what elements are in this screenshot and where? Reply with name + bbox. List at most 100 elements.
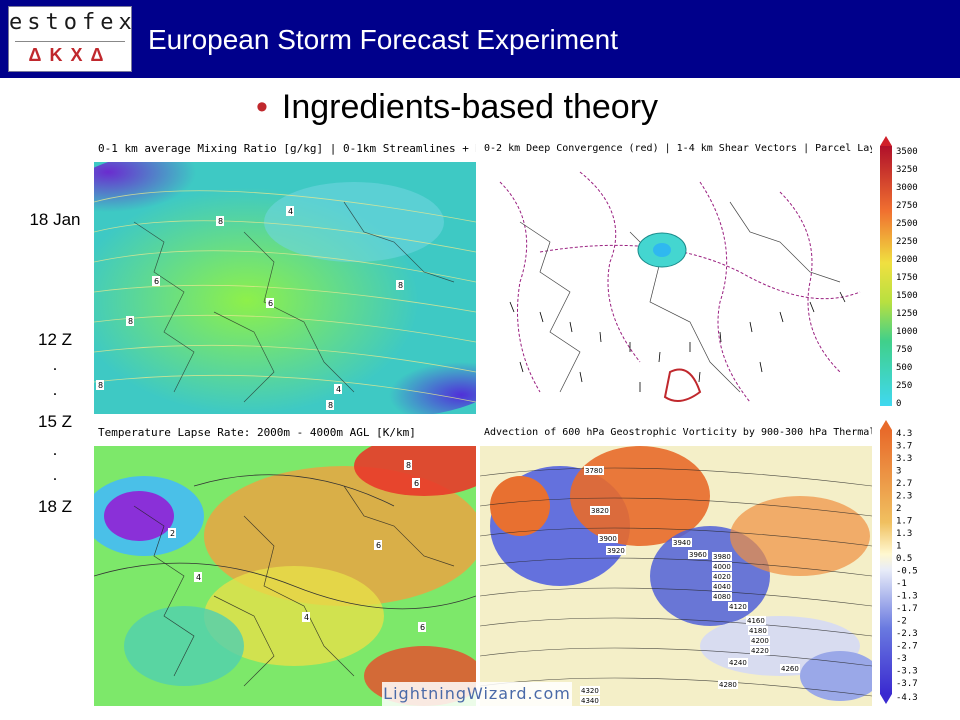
bullet-dot-icon: •	[256, 88, 268, 126]
colorbar-tick: 3250	[896, 165, 918, 175]
time-dot: .	[52, 465, 58, 484]
vorticity-map: 3780 3820 3900 3920 3940 3960 3980 4000 …	[480, 446, 872, 706]
time-label-18z: 18 Z	[37, 497, 73, 516]
map-label: 4	[304, 613, 309, 622]
colorbar-tick: 1	[896, 542, 901, 552]
colorbar-tick: -2	[896, 617, 907, 627]
colorbar-tick: 2.3	[896, 492, 912, 502]
colorbar-parcel-depth: 3500 3250 3000 2750 2500 2250 2000 1750 …	[880, 136, 918, 409]
contour-label: 3900	[599, 535, 617, 543]
colorbar-tick: 500	[896, 363, 912, 373]
map-label: 8	[98, 381, 103, 390]
colorbar-tick: 1250	[896, 309, 918, 319]
map-label: 6	[268, 299, 273, 308]
logo-glyphs: ΔΚΧΔ	[28, 45, 112, 65]
mixing-ratio-map: 4 6 8 6 8 8 4 8 8	[94, 162, 476, 414]
panel-deep-convergence: 0-2 km Deep Convergence (red) | 1-4 km S…	[480, 136, 872, 414]
map-label: 8	[218, 217, 223, 226]
contour-label: 4020	[713, 573, 731, 581]
colorbar-tick: 2.7	[896, 479, 912, 489]
colorbar-tick: 2	[896, 504, 901, 514]
header-bar: estofex ΔΚΧΔ European Storm Forecast Exp…	[0, 0, 960, 78]
colorbar-tick: 1.3	[896, 529, 912, 539]
header-title: European Storm Forecast Experiment	[148, 24, 618, 55]
time-label-12z: 12 Z	[37, 330, 73, 349]
contour-label: 4000	[713, 563, 731, 571]
contour-label: 4340	[581, 697, 599, 705]
colorbar-vorticity-advection: 4.3 3.7 3.3 3 2.7 2.3 2 1.7 1.3 1 0.5 -0…	[880, 420, 918, 704]
map-label: 6	[154, 277, 159, 286]
colorbar-tick: 2250	[896, 237, 918, 247]
colorbar-tick: -0.5	[896, 567, 918, 577]
contour-label: 4320	[581, 687, 599, 695]
colorbar-tick: 3.7	[896, 442, 912, 452]
colorbar-tick: -3.3	[896, 667, 918, 677]
colorbar-tick: -3	[896, 654, 907, 664]
colorbar-tick: 1500	[896, 291, 918, 301]
panel-title: Advection of 600 hPa Geostrophic Vortici…	[480, 420, 872, 446]
contour-label: 4220	[751, 647, 769, 655]
lapse-rate-map: 2 4 4 6 8 6 6	[94, 446, 476, 706]
time-dot: .	[52, 355, 58, 374]
map-label: 2	[170, 529, 175, 538]
colorbar-tick: -1.7	[896, 604, 918, 614]
contour-label: 4240	[729, 659, 747, 667]
panel-lapse-rate: Temperature Lapse Rate: 2000m - 4000m AG…	[94, 420, 476, 706]
contour-label: 4260	[781, 665, 799, 673]
contour-label: 3980	[713, 553, 731, 561]
contour-label: 4280	[719, 681, 737, 689]
lightningwizard-watermark: LightningWizard.com	[382, 682, 572, 706]
logo-word: estofex	[9, 10, 137, 35]
map-label: 4	[288, 207, 293, 216]
contour-label: 4200	[751, 637, 769, 645]
colorbar-tick: 1750	[896, 273, 918, 283]
colorbar-tick: 4.3	[896, 429, 912, 439]
panel-title: 0-2 km Deep Convergence (red) | 1-4 km S…	[480, 136, 872, 162]
map-label: 6	[420, 623, 425, 632]
colorbar-tick: 250	[896, 381, 912, 391]
panel-title: 0-1 km average Mixing Ratio [g/kg] | 0-1…	[94, 136, 476, 162]
colorbar-tick: 2750	[896, 201, 918, 211]
colorbar-tick: 1.7	[896, 517, 912, 527]
colorbar-tick: -2.7	[896, 642, 918, 652]
contour-label: 3940	[673, 539, 691, 547]
time-dot: .	[52, 380, 58, 399]
contour-label: 4120	[729, 603, 747, 611]
colorbar-tick: -4.3	[896, 693, 918, 703]
map-label: 8	[128, 317, 133, 326]
colorbar-tick: 2500	[896, 219, 918, 229]
map-label: 6	[376, 541, 381, 550]
map-label: 8	[398, 281, 403, 290]
slide-heading: • Ingredients-based theory	[256, 88, 658, 127]
time-label-15z: 15 Z	[37, 412, 73, 431]
map-label: 4	[336, 385, 341, 394]
time-dot: .	[52, 440, 58, 459]
contour-label: 3920	[607, 547, 625, 555]
date-label: 18 Jan	[29, 210, 81, 229]
panel-mixing-ratio: 0-1 km average Mixing Ratio [g/kg] | 0-1…	[94, 136, 476, 414]
contour-label: 3780	[585, 467, 603, 475]
contour-label: 4160	[747, 617, 765, 625]
estofex-logo: estofex ΔΚΧΔ	[8, 6, 132, 72]
colorbar-tick: 3500	[896, 147, 918, 157]
colorbar-tick: 750	[896, 345, 912, 355]
colorbar-tick: -1.3	[896, 592, 918, 602]
panel-title: Temperature Lapse Rate: 2000m - 4000m AG…	[94, 420, 476, 446]
contour-label: 4040	[713, 583, 731, 591]
colorbar-tick: 0.5	[896, 554, 912, 564]
map-label: 8	[328, 401, 333, 410]
slide-heading-text: Ingredients-based theory	[281, 88, 659, 126]
colorbar-tick: 2000	[896, 255, 918, 265]
contour-label: 4180	[749, 627, 767, 635]
convergence-map	[480, 162, 872, 414]
colorbar-tick: -3.7	[896, 679, 918, 689]
colorbar-tick: 3	[896, 467, 901, 477]
logo-divider	[15, 41, 125, 42]
colorbar-tick: 3000	[896, 183, 918, 193]
panel-vorticity-advection: Advection of 600 hPa Geostrophic Vortici…	[480, 420, 872, 706]
contour-label: 3960	[689, 551, 707, 559]
map-label: 4	[196, 573, 201, 582]
colorbar-tick: 3.3	[896, 454, 912, 464]
contour-label: 4080	[713, 593, 731, 601]
contour-label: 3820	[591, 507, 609, 515]
